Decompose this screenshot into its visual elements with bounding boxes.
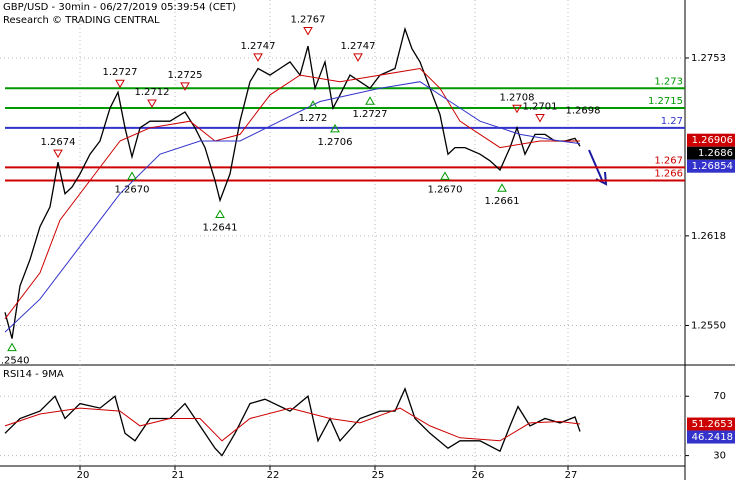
pivot-label: 1.2725 xyxy=(168,70,203,81)
x-tick-label: 26 xyxy=(472,470,485,480)
pivot-marker xyxy=(497,183,507,192)
chart-subtitle: Research © TRADING CENTRAL xyxy=(3,15,160,26)
pivot-marker xyxy=(308,100,318,109)
level-label: 1.2715 xyxy=(648,96,683,107)
series-line xyxy=(4,81,581,333)
price-tag xyxy=(687,417,735,431)
pivot-label: 1.2661 xyxy=(485,196,520,207)
pivot-label: 1.2712 xyxy=(135,87,170,98)
pivot-label: 1.2747 xyxy=(241,41,276,52)
y-tick-label: 70 xyxy=(713,391,726,402)
panel-title: RSI14 - 9MA xyxy=(3,369,64,380)
y-tick-label: 1.2550 xyxy=(691,320,726,331)
price-tag xyxy=(687,430,735,444)
pivot-label: 1.2670 xyxy=(428,184,463,195)
pivot-label: 1.2747 xyxy=(341,41,376,52)
chart-title: GBP/USD - 30min - 06/27/2019 05:39:54 (C… xyxy=(3,2,236,13)
pivot-label: 1.2767 xyxy=(291,15,326,26)
pivot-marker xyxy=(440,171,450,180)
pivot-label: 1.2727 xyxy=(103,67,138,78)
y-tick-label: 30 xyxy=(713,451,726,462)
pivot-marker xyxy=(7,342,17,352)
price-tag-label: 46.2418 xyxy=(692,432,733,443)
pivot-marker xyxy=(353,53,363,62)
price-tag-label: 1.2686 xyxy=(698,148,733,159)
pivot-marker xyxy=(115,79,125,89)
y-tick-label: 1.2753 xyxy=(691,53,726,64)
price-tag xyxy=(687,146,735,160)
pivot-marker xyxy=(253,53,263,62)
x-tick-label: 21 xyxy=(172,470,185,480)
level-label: 1.27 xyxy=(661,116,683,127)
price-tag-label: 51.2653 xyxy=(692,419,733,430)
x-tick-label: 27 xyxy=(565,470,578,480)
price-tag-label: 1.26906 xyxy=(692,135,733,146)
series-line xyxy=(4,407,581,442)
level-label: 1.267 xyxy=(654,155,683,166)
price-tag-label: 1.26854 xyxy=(692,161,733,172)
pivot-label: 1.2727 xyxy=(353,109,388,120)
pivot-marker xyxy=(303,27,313,36)
x-tick-label: 22 xyxy=(267,470,280,480)
pivot-marker xyxy=(127,171,137,180)
pivot-marker xyxy=(512,104,522,114)
series-line xyxy=(4,67,580,320)
pivot-label: 1.2708 xyxy=(500,92,535,103)
pivot-label: 1.2701 xyxy=(523,101,558,112)
pivot-label: 1.2641 xyxy=(203,223,238,234)
x-tick-label: 25 xyxy=(372,470,385,480)
series-line xyxy=(4,26,581,339)
pivot-marker xyxy=(365,96,375,105)
x-tick-label: 20 xyxy=(77,470,90,480)
pivot-marker xyxy=(535,113,545,123)
pivot-marker xyxy=(180,82,190,91)
pivot-marker xyxy=(147,99,157,109)
pivot-label: 1.2706 xyxy=(318,137,353,148)
y-tick-label: 1.2618 xyxy=(691,231,726,242)
pivot-label: 1.2540 xyxy=(0,356,30,367)
pivot-marker xyxy=(330,123,340,133)
pivot-label: 1.2698 xyxy=(566,105,601,116)
pivot-label: 1.272 xyxy=(299,113,328,124)
price-tag xyxy=(687,159,735,173)
pivot-marker xyxy=(53,149,63,159)
level-label: 1.273 xyxy=(654,76,683,87)
pivot-label: 1.2674 xyxy=(41,137,76,148)
level-label: 1.266 xyxy=(654,169,683,180)
pivot-label: 1.2670 xyxy=(115,184,150,195)
series-line xyxy=(4,387,581,457)
price-tag xyxy=(687,133,735,147)
pivot-marker xyxy=(215,209,225,219)
